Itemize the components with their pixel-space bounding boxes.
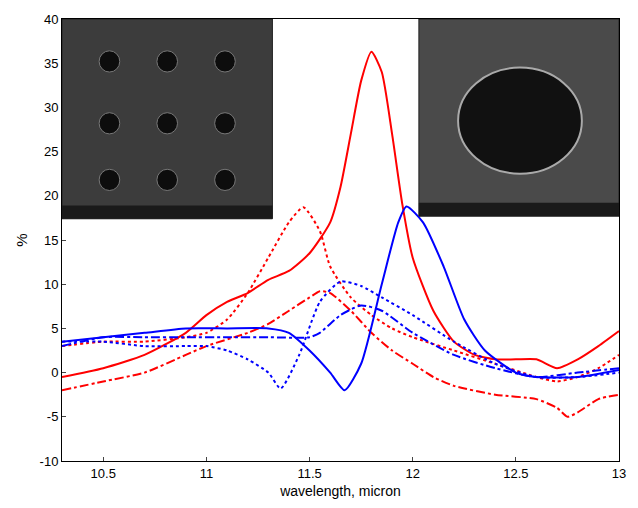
svg-text:wavelength, micron: wavelength, micron (279, 483, 401, 499)
svg-text:11.5: 11.5 (297, 466, 321, 481)
svg-text:25: 25 (44, 144, 58, 159)
svg-text:40: 40 (44, 12, 58, 27)
svg-text:11: 11 (200, 466, 214, 481)
svg-text:10: 10 (44, 277, 58, 292)
svg-text:12: 12 (405, 466, 419, 481)
svg-text:0: 0 (51, 365, 58, 380)
svg-text:-5: -5 (47, 409, 59, 424)
svg-text:10.5: 10.5 (91, 466, 116, 481)
svg-text:12.5: 12.5 (503, 466, 528, 481)
svg-text:35: 35 (44, 56, 58, 71)
svg-text:30: 30 (44, 100, 58, 115)
svg-text:5: 5 (51, 321, 58, 336)
svg-text:13: 13 (612, 466, 626, 481)
svg-text:%: % (13, 233, 30, 246)
svg-text:15: 15 (44, 233, 58, 248)
svg-text:20: 20 (44, 188, 58, 203)
svg-text:-10: -10 (40, 454, 59, 469)
